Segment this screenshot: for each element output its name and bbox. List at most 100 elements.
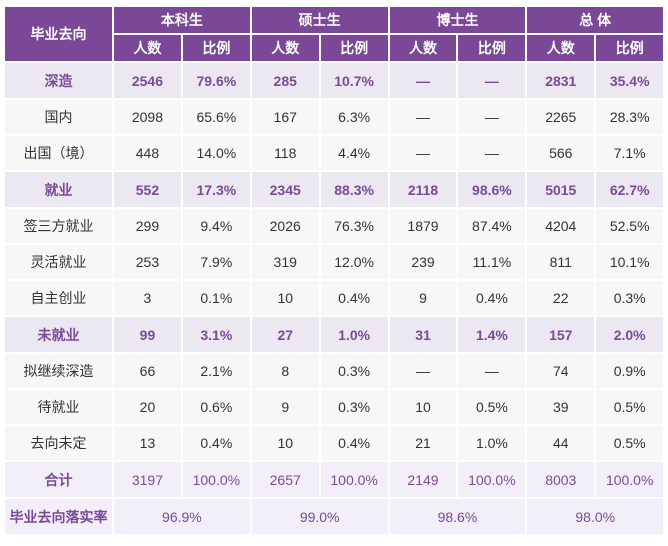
count-cell: 2098 (112, 98, 183, 136)
count-cell: 10 (249, 424, 321, 462)
ratio-cell: 98.6% (456, 170, 528, 209)
ratio-cell: 87.4% (456, 207, 528, 245)
ratio-cell: 0.6% (180, 388, 252, 426)
group-row: 未就业 99 3.1% 27 1.0% 31 1.4% 157 2.0% (3, 315, 666, 354)
count-cell: 4204 (525, 207, 597, 245)
row-label: 灵活就业 (3, 243, 114, 281)
rate-undergrad: 96.9% (112, 497, 252, 536)
row-label: 就业 (3, 170, 114, 209)
table-body: 深造 2546 79.6% 285 10.7% — —2831 35.4% 国内 2098 65.6… (3, 61, 666, 536)
count-cell: — (387, 98, 459, 136)
count-cell: 10 (249, 279, 321, 317)
count-cell: 1879 (387, 207, 459, 245)
row-label: 签三方就业 (3, 207, 114, 245)
ratio-cell: 100.0% (180, 460, 252, 499)
count-cell: 22 (525, 279, 597, 317)
ratio-cell: 0.5% (456, 388, 528, 426)
count-cell: 2026 (249, 207, 321, 245)
table-row: 灵活就业 253 7.9% 319 12.0% 239 11.1% 811 10.1% (3, 243, 666, 281)
ratio-cell: 7.1% (594, 134, 666, 172)
count-cell: 448 (112, 134, 183, 172)
count-cell: 2345 (249, 170, 321, 209)
ratio-cell: 11.1% (456, 243, 528, 281)
ratio-cell: 14.0% (180, 134, 252, 172)
count-cell: 299 (112, 207, 183, 245)
table-row: 出国（境） 448 14.0% 118 4.4% — —566 7.1% (3, 134, 666, 172)
header-ratio: 比例 (456, 33, 528, 63)
count-cell: 9 (387, 279, 459, 317)
rate-overall: 98.0% (525, 497, 666, 536)
ratio-cell: 0.3% (318, 352, 390, 390)
count-cell: 552 (112, 170, 183, 209)
ratio-cell: 62.7% (594, 170, 666, 209)
count-cell: 253 (112, 243, 183, 281)
row-label: 合计 (3, 460, 114, 499)
header-destination: 毕业去向 (3, 5, 114, 63)
ratio-cell: 35.4% (594, 61, 666, 100)
ratio-cell: 2.1% (180, 352, 252, 390)
count-cell: 10 (387, 388, 459, 426)
header-ratio: 比例 (594, 33, 666, 63)
count-cell: 285 (249, 61, 321, 100)
group-row: 就业 552 17.3% 2345 88.3% 2118 98.6% 5015 62.7% (3, 170, 666, 209)
count-cell: 3197 (112, 460, 183, 499)
ratio-cell: 100.0% (594, 460, 666, 499)
ratio-cell: 12.0% (318, 243, 390, 281)
count-cell: 811 (525, 243, 597, 281)
ratio-cell: 4.4% (318, 134, 390, 172)
count-cell: 2546 (112, 61, 183, 100)
count-cell: 239 (387, 243, 459, 281)
group-row: 深造 2546 79.6% 285 10.7% — —2831 35.4% (3, 61, 666, 100)
count-cell: 8 (249, 352, 321, 390)
ratio-cell: — (456, 352, 528, 390)
ratio-cell: 79.6% (180, 61, 252, 100)
count-cell: 44 (525, 424, 597, 462)
row-label: 去向未定 (3, 424, 114, 462)
count-cell: 3 (112, 279, 183, 317)
ratio-cell: 0.4% (456, 279, 528, 317)
ratio-cell: 100.0% (456, 460, 528, 499)
ratio-cell: 88.3% (318, 170, 390, 209)
ratio-cell: 6.3% (318, 98, 390, 136)
count-cell: 20 (112, 388, 183, 426)
ratio-cell: 0.9% (594, 352, 666, 390)
ratio-cell: 0.4% (180, 424, 252, 462)
rate-master: 99.0% (249, 497, 390, 536)
ratio-cell: 52.5% (594, 207, 666, 245)
count-cell: 39 (525, 388, 597, 426)
ratio-cell: 0.3% (318, 388, 390, 426)
count-cell: 66 (112, 352, 183, 390)
ratio-cell: 1.0% (456, 424, 528, 462)
header-ratio: 比例 (318, 33, 390, 63)
row-label: 自主创业 (3, 279, 114, 317)
row-label: 深造 (3, 61, 114, 100)
row-label: 出国（境） (3, 134, 114, 172)
total-row: 合计 3197 100.0% 2657 100.0% 2149 100.0% 8003 100.… (3, 460, 666, 499)
ratio-cell: 0.5% (594, 388, 666, 426)
ratio-cell: 0.3% (594, 279, 666, 317)
count-cell: — (387, 134, 459, 172)
count-cell: 2657 (249, 460, 321, 499)
table-row: 去向未定 13 0.4% 10 0.4% 21 1.0% 44 0.5% (3, 424, 666, 462)
header-ratio: 比例 (180, 33, 252, 63)
ratio-cell: 0.4% (318, 424, 390, 462)
ratio-cell: 3.1% (180, 315, 252, 354)
count-cell: 2265 (525, 98, 597, 136)
ratio-cell: 1.0% (318, 315, 390, 354)
ratio-cell: 1.4% (456, 315, 528, 354)
ratio-cell: 2.0% (594, 315, 666, 354)
count-cell: 566 (525, 134, 597, 172)
count-cell: — (387, 352, 459, 390)
row-label: 拟继续深造 (3, 352, 114, 390)
ratio-cell: 17.3% (180, 170, 252, 209)
graduate-destination-table: 毕业去向 本科生 硕士生 博士生 总 体 人数 比例 人数 比例 人数 比例 人… (3, 5, 666, 536)
ratio-cell: — (456, 98, 528, 136)
count-cell: 8003 (525, 460, 597, 499)
count-cell: 118 (249, 134, 321, 172)
ratio-cell: 0.4% (318, 279, 390, 317)
count-cell: 2118 (387, 170, 459, 209)
ratio-cell: 7.9% (180, 243, 252, 281)
rate-label: 毕业去向落实率 (3, 497, 114, 536)
count-cell: 5015 (525, 170, 597, 209)
count-cell: 319 (249, 243, 321, 281)
